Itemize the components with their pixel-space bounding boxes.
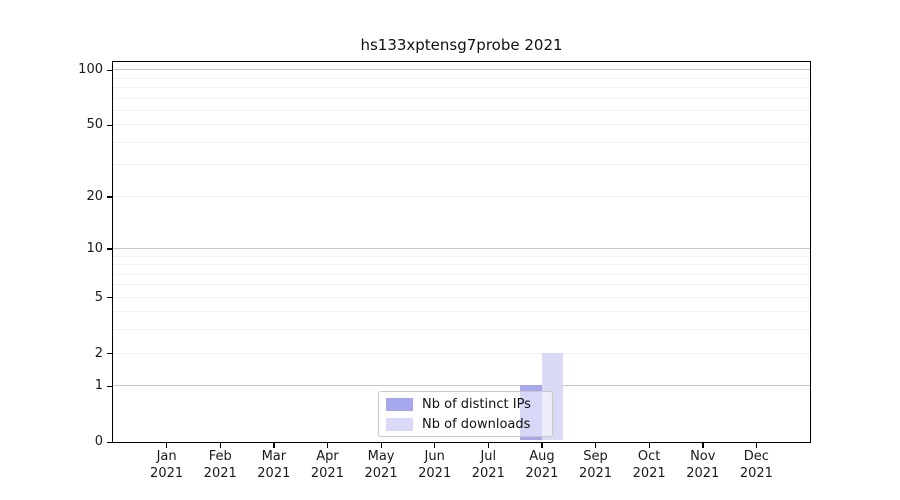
x-axis-tick	[166, 443, 168, 448]
x-axis-tick	[434, 443, 436, 448]
x-tick-label: Sep 2021	[578, 449, 613, 481]
gridline-minor	[113, 273, 810, 275]
x-axis-tick	[595, 443, 597, 448]
y-tick-label: 0	[94, 434, 103, 449]
legend: Nb of distinct IPs Nb of downloads	[378, 391, 553, 437]
y-tick-label: 10	[86, 240, 103, 256]
y-axis-tick	[107, 196, 113, 198]
legend-swatch-distinct-ips-icon	[386, 397, 413, 411]
x-tick-label: Nov 2021	[686, 449, 720, 481]
y-axis-tick	[107, 124, 113, 127]
y-tick-label: 50	[86, 117, 103, 133]
gridline-minor	[113, 329, 810, 331]
gridline-minor	[113, 164, 810, 166]
x-tick-label: Jul 2021	[471, 449, 505, 481]
x-tick-label: Jan 2021	[150, 449, 184, 481]
y-tick-label: 2	[94, 345, 103, 361]
legend-label-distinct-ips: Nb of distinct IPs	[422, 396, 531, 412]
gridline-minor	[113, 284, 810, 286]
y-axis-tick	[107, 353, 113, 355]
y-tick-label: 5	[94, 289, 103, 305]
gridline-minor	[113, 352, 810, 354]
x-axis-tick	[380, 443, 382, 448]
gridline-minor	[113, 311, 810, 313]
x-axis-tick	[541, 443, 543, 448]
y-axis-tick	[107, 297, 113, 299]
y-axis-tick	[107, 385, 113, 387]
gridline-minor	[113, 296, 810, 298]
gridline-major	[113, 385, 810, 387]
gridline-minor	[113, 87, 810, 89]
legend-swatch-downloads-icon	[386, 417, 413, 431]
x-axis-tick	[273, 443, 275, 448]
x-tick-label: Aug 2021	[525, 449, 559, 481]
gridline-minor	[113, 141, 810, 143]
legend-label-downloads: Nb of downloads	[422, 416, 531, 432]
x-tick-label: May 2021	[364, 449, 398, 481]
legend-item-distinct-ips: Nb of distinct IPs	[386, 396, 552, 413]
gridline-minor	[113, 195, 810, 197]
y-axis-tick	[107, 248, 113, 250]
x-tick-label: Apr 2021	[310, 449, 344, 481]
x-axis-tick	[755, 443, 758, 448]
x-tick-label: Dec 2021	[739, 449, 773, 481]
gridline-minor	[113, 109, 810, 111]
gridline-major	[113, 69, 810, 71]
plot-area	[112, 61, 811, 443]
legend-item-downloads: Nb of downloads	[386, 416, 552, 433]
gridline-major	[113, 247, 810, 249]
y-axis-tick	[107, 69, 113, 72]
y-tick-label: 1	[94, 378, 103, 394]
x-axis-tick	[487, 443, 490, 448]
gridline-minor	[113, 97, 810, 99]
gridline-minor	[113, 264, 810, 266]
x-tick-label: Mar 2021	[257, 449, 291, 481]
x-tick-label: Oct 2021	[632, 449, 666, 481]
chart-title: hs133xptensg7probe 2021	[360, 36, 563, 54]
y-tick-label: 20	[86, 188, 103, 204]
gridline-minor	[113, 77, 810, 79]
x-axis-tick	[326, 443, 329, 448]
y-axis-tick	[107, 441, 113, 443]
x-tick-label: Feb 2021	[203, 449, 237, 481]
gridline-minor	[113, 124, 810, 126]
x-axis-tick	[219, 443, 222, 448]
x-axis-tick	[702, 443, 704, 448]
y-tick-label: 100	[78, 62, 103, 78]
gridline-minor	[113, 255, 810, 257]
x-axis-tick	[648, 443, 650, 448]
x-tick-label: Jun 2021	[418, 449, 452, 481]
